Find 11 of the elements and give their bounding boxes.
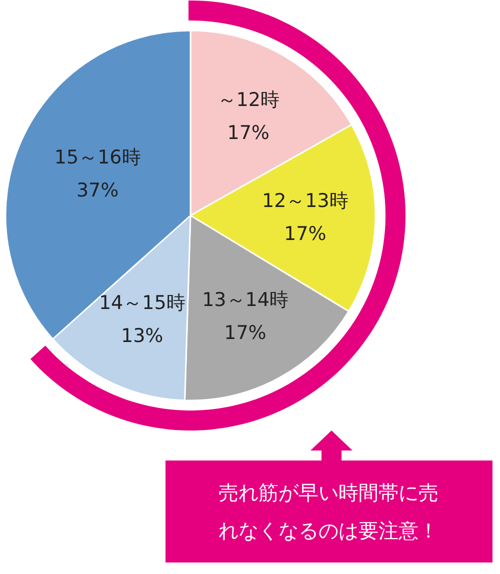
data-label: 17% bbox=[284, 222, 326, 245]
data-label: 17% bbox=[227, 122, 270, 144]
slice-label: 13～14時 bbox=[202, 288, 288, 311]
slice-label: ～12時 bbox=[217, 88, 280, 111]
slice-label: 12～13時 bbox=[262, 190, 348, 212]
data-label: 17% bbox=[224, 322, 266, 344]
data-label: 37% bbox=[76, 180, 119, 202]
slice-label: 14～15時 bbox=[98, 292, 186, 314]
data-label: 13% bbox=[121, 324, 164, 347]
text: 売れ筋が早い時間帯に売れなくなるのは要注意！ bbox=[218, 480, 438, 543]
slice-label: 15～16時 bbox=[54, 146, 141, 169]
